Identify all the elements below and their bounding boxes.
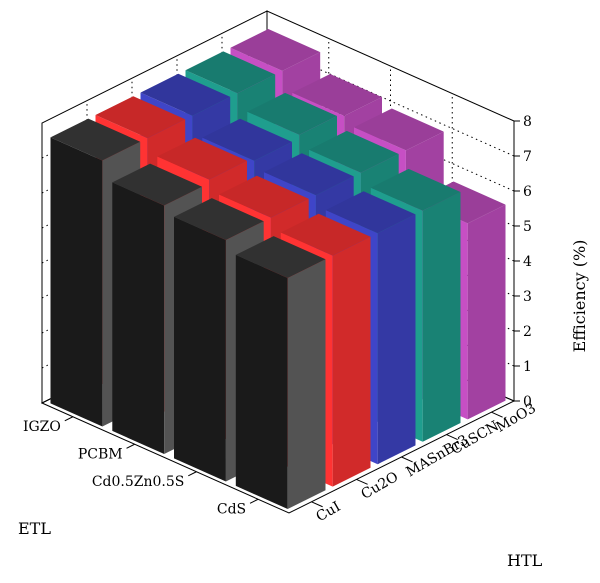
bar-side-face [422, 192, 461, 442]
bar-front-face [235, 254, 288, 509]
etl-tick-label: Cd0.5Zn0.5S [92, 474, 185, 490]
bar-top-face [112, 163, 202, 206]
bar-top-face [202, 118, 292, 161]
htl-axis-title: HTL [507, 551, 543, 570]
bar-top-face [219, 175, 309, 218]
bar-top-face [247, 92, 337, 135]
etl-axis-title: ETL [18, 519, 51, 538]
bar-top-face [354, 108, 444, 151]
z-tick-label: 3 [523, 289, 532, 305]
bars-layer [50, 29, 506, 509]
z-tick-label: 8 [523, 114, 532, 130]
htl-tick [446, 434, 458, 441]
htl-tick [491, 411, 503, 418]
bar-top-face [185, 51, 276, 94]
etl-tick-label: PCBM [78, 446, 123, 462]
z-tick-label: 1 [523, 359, 532, 375]
etl-tick [188, 471, 197, 477]
etl-tick [249, 498, 259, 504]
z-tick-label: 7 [523, 149, 532, 165]
bar-side-face [467, 204, 506, 420]
bar-top-face [309, 130, 399, 173]
htl-tick-label: CuI [314, 499, 344, 525]
htl-tick-label: Cu2O [359, 469, 402, 503]
z-tick-label: 0 [523, 394, 532, 410]
efficiency-axis-title: Efficiency (%) [570, 240, 589, 353]
bar-top-face [50, 118, 141, 161]
bar-side-face [377, 214, 416, 465]
bar-front-face [174, 216, 226, 482]
bar-side-face [287, 259, 326, 509]
etl-tick [126, 443, 135, 449]
bar-top-face [280, 213, 371, 256]
bar-CuI-CdS [235, 236, 326, 509]
bar-top-face [230, 29, 321, 71]
etl-tick-label: IGZO [23, 419, 61, 435]
bar-top-face [174, 198, 264, 240]
z-tick-label: 6 [523, 184, 532, 200]
bar-front-face [112, 182, 165, 454]
etl-tick-label: CdS [217, 501, 246, 517]
etl-tick [64, 416, 74, 422]
bar-top-face [140, 73, 231, 116]
htl-tick [311, 501, 323, 508]
bar-side-face [332, 236, 371, 487]
htl-tick [401, 456, 413, 463]
z-tick-label: 4 [523, 254, 532, 270]
bar-top-face [157, 137, 247, 180]
bar-top-face [370, 168, 461, 211]
bar-front-face [50, 137, 103, 427]
bar-top-face [264, 153, 354, 196]
bar-top-face [95, 96, 186, 139]
z-tick-label: 2 [523, 324, 532, 340]
z-tick-label: 5 [523, 219, 532, 235]
bar-top-face [235, 236, 326, 278]
bar-top-face [325, 191, 416, 234]
htl-tick [356, 478, 368, 485]
bar-top-face [292, 74, 382, 116]
htl-tick-label: MoO3 [494, 400, 539, 435]
